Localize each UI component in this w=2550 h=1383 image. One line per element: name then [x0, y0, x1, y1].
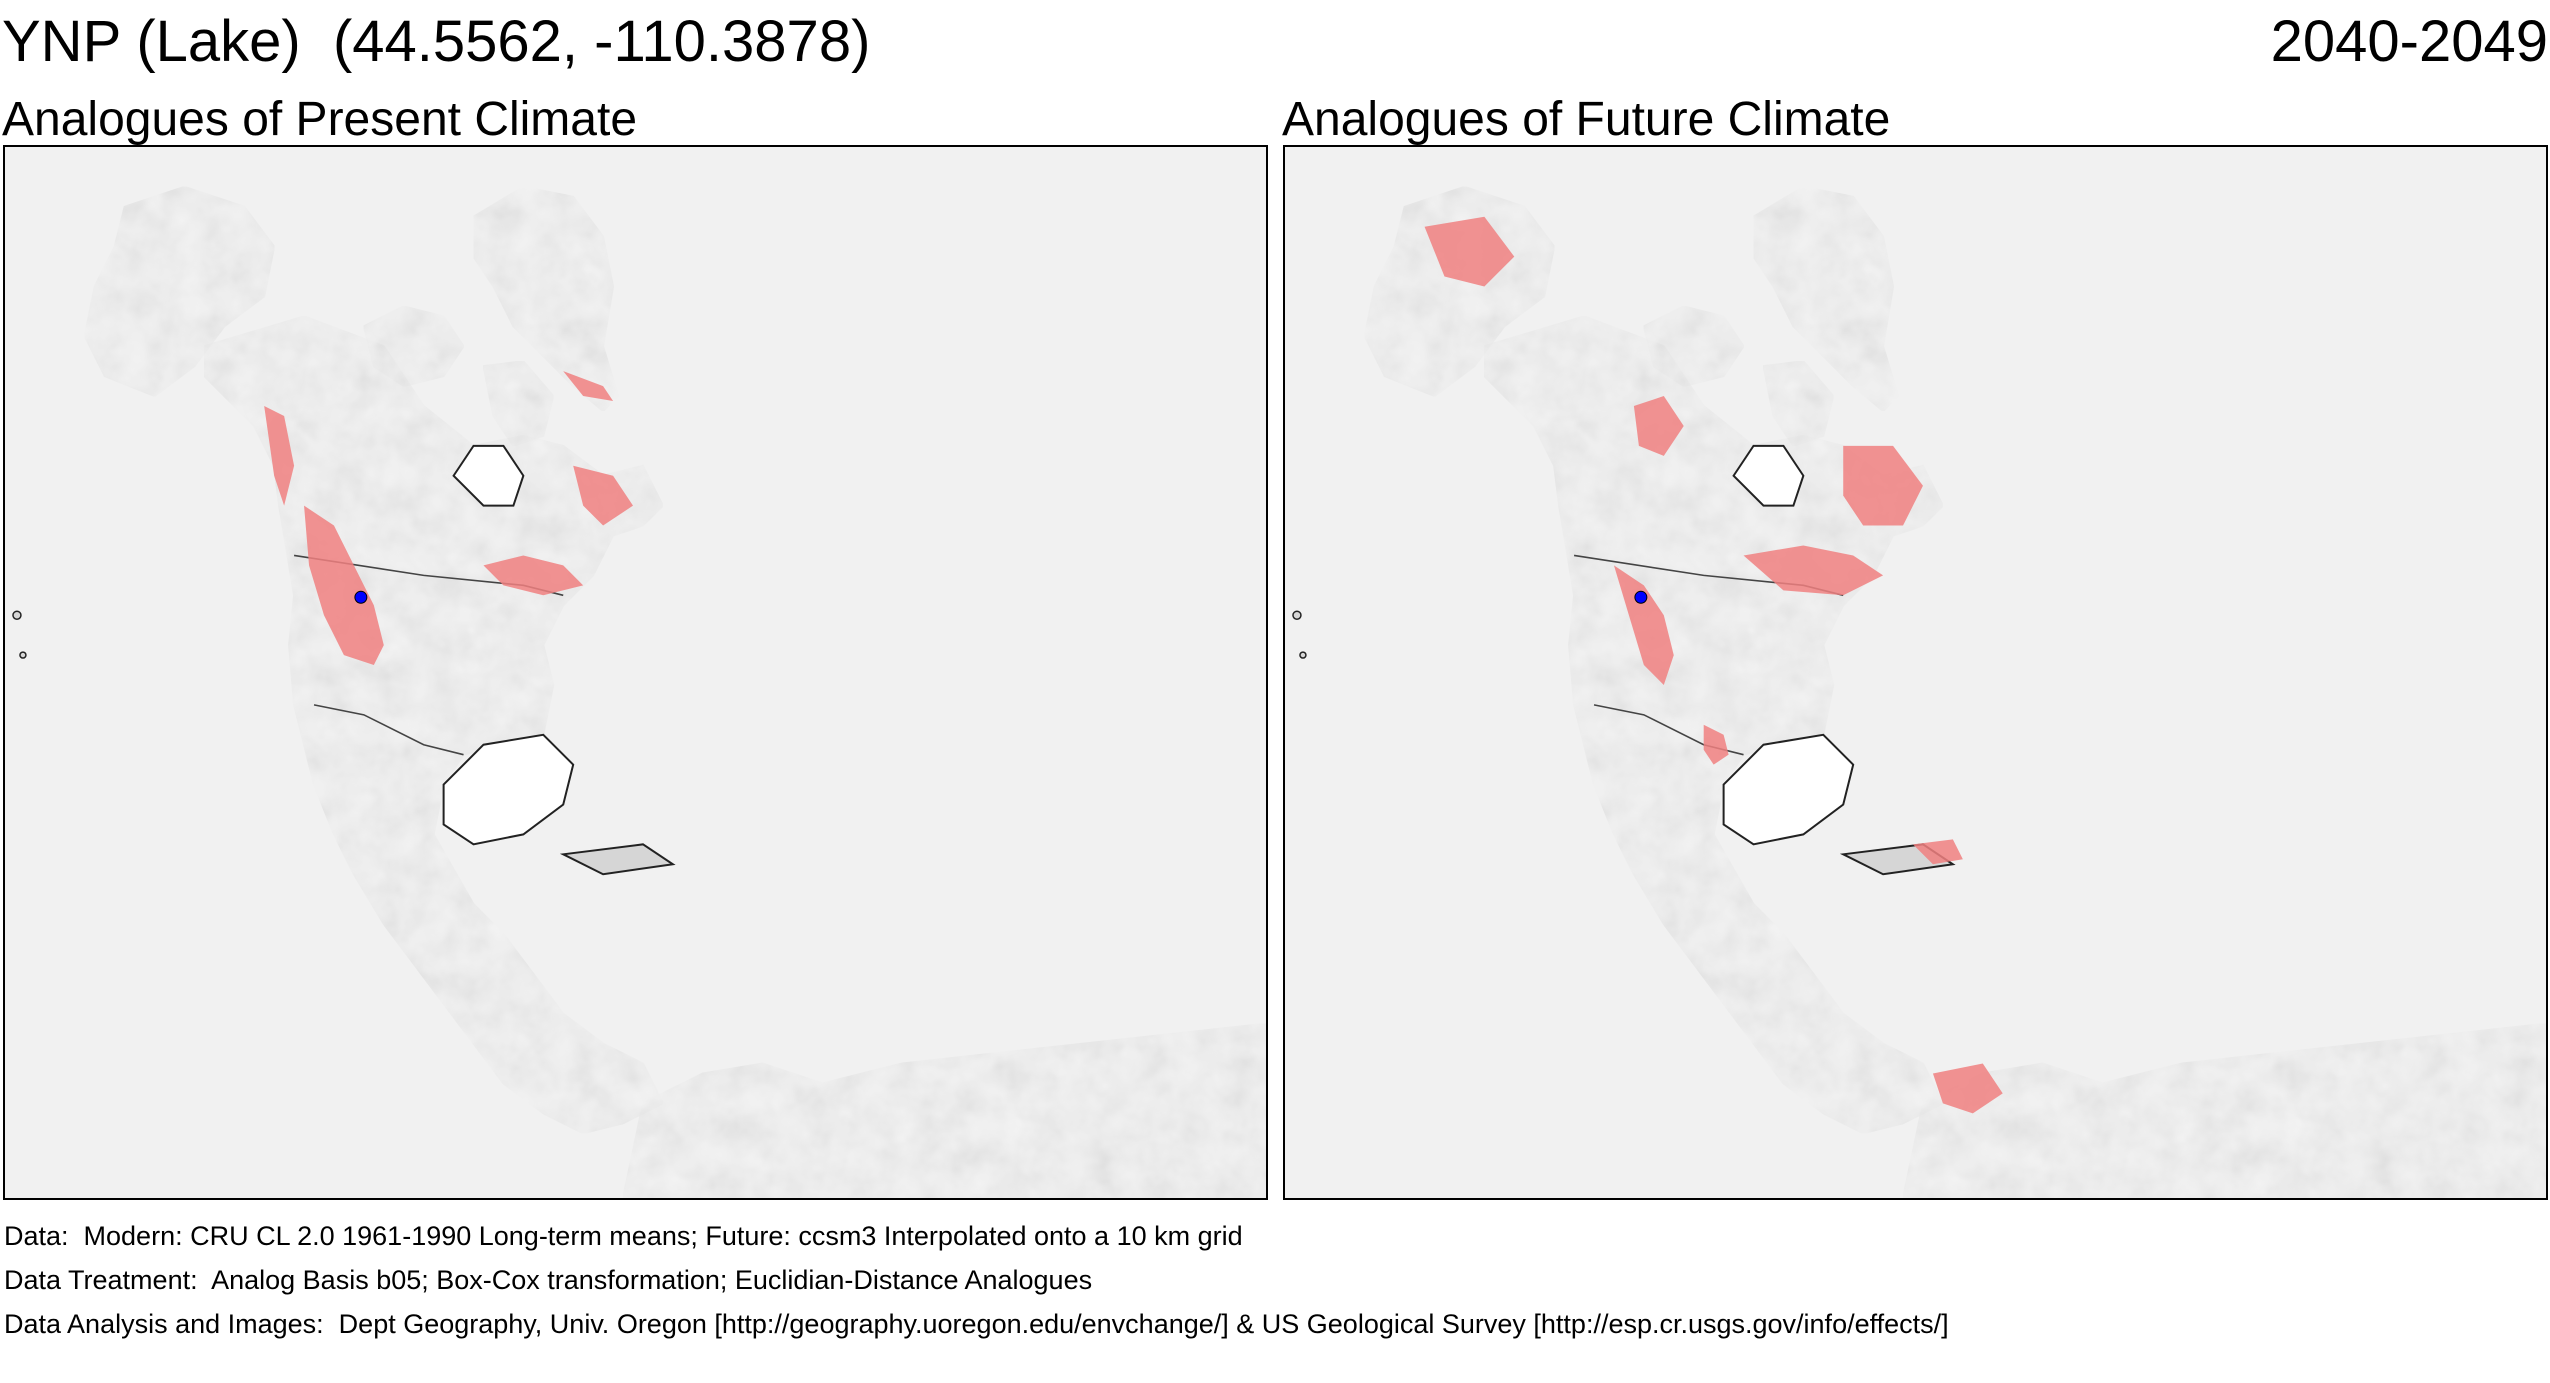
- greenland-landmass: [1752, 185, 1900, 413]
- analog-region-quebec: [1843, 445, 1923, 526]
- period-label: 2040-2049: [2270, 9, 2548, 74]
- cuba-island: [559, 843, 676, 876]
- alaska-landmass: [1363, 185, 1556, 398]
- pacific-island: [1292, 610, 1302, 620]
- arctic-islands: [362, 305, 465, 388]
- pacific-island: [1299, 651, 1307, 659]
- footer-data-source: Data: Modern: CRU CL 2.0 1961-1990 Long-…: [4, 1221, 1243, 1251]
- gulf-of-mexico: [1722, 733, 1855, 846]
- analog-region-texas: [1703, 724, 1729, 765]
- baffin-island: [1762, 360, 1835, 448]
- site-title: YNP (Lake) (44.5562, -110.3878): [2, 9, 871, 74]
- analog-region-nunavut: [1633, 396, 1684, 456]
- analog-region-great-lakes: [1743, 545, 1884, 596]
- present-map-canvas: [12, 185, 1266, 1198]
- analog-region-coast: [264, 406, 295, 506]
- pacific-island: [19, 651, 27, 659]
- north-america-landmass: [1483, 315, 1945, 1135]
- pacific-island: [12, 610, 22, 620]
- analog-region-greenland: [563, 371, 614, 402]
- analog-region-rockies: [1613, 565, 1674, 685]
- analog-region-caribbean: [1913, 839, 1963, 865]
- future-panel-title: Analogues of Future Climate: [1282, 93, 1891, 146]
- future-climate-map: [1283, 145, 2548, 1200]
- present-climate-map: [3, 145, 1268, 1200]
- footer-data-treatment: Data Treatment: Analog Basis b05; Box-Co…: [4, 1265, 1093, 1295]
- site-marker: [354, 590, 368, 604]
- land-masses: [12, 185, 1266, 1198]
- present-analog-regions: [264, 371, 634, 666]
- us-mexico-border: [313, 704, 464, 756]
- land-masses: [1292, 185, 2546, 1198]
- analog-region-colombia: [1932, 1063, 2003, 1114]
- arctic-islands: [1642, 305, 1745, 388]
- site-marker: [1634, 590, 1648, 604]
- south-america-landmass: [1902, 1022, 2546, 1198]
- analog-region-alaska: [1424, 216, 1515, 287]
- future-analog-regions: [1424, 216, 2003, 1114]
- footer-data-analysis: Data Analysis and Images: Dept Geography…: [4, 1309, 1949, 1339]
- greenland-landmass: [472, 185, 620, 413]
- analog-region-great-lakes: [483, 555, 584, 596]
- gulf-of-mexico: [442, 733, 575, 846]
- south-america-landmass: [622, 1022, 1266, 1198]
- alaska-landmass: [83, 185, 276, 398]
- future-map-canvas: [1292, 185, 2546, 1198]
- analog-region-quebec: [573, 465, 634, 526]
- analog-region-rockies: [304, 505, 384, 666]
- hudson-bay: [452, 444, 525, 507]
- hudson-bay: [1732, 444, 1805, 507]
- baffin-island: [482, 360, 555, 448]
- present-panel-title: Analogues of Present Climate: [2, 93, 638, 146]
